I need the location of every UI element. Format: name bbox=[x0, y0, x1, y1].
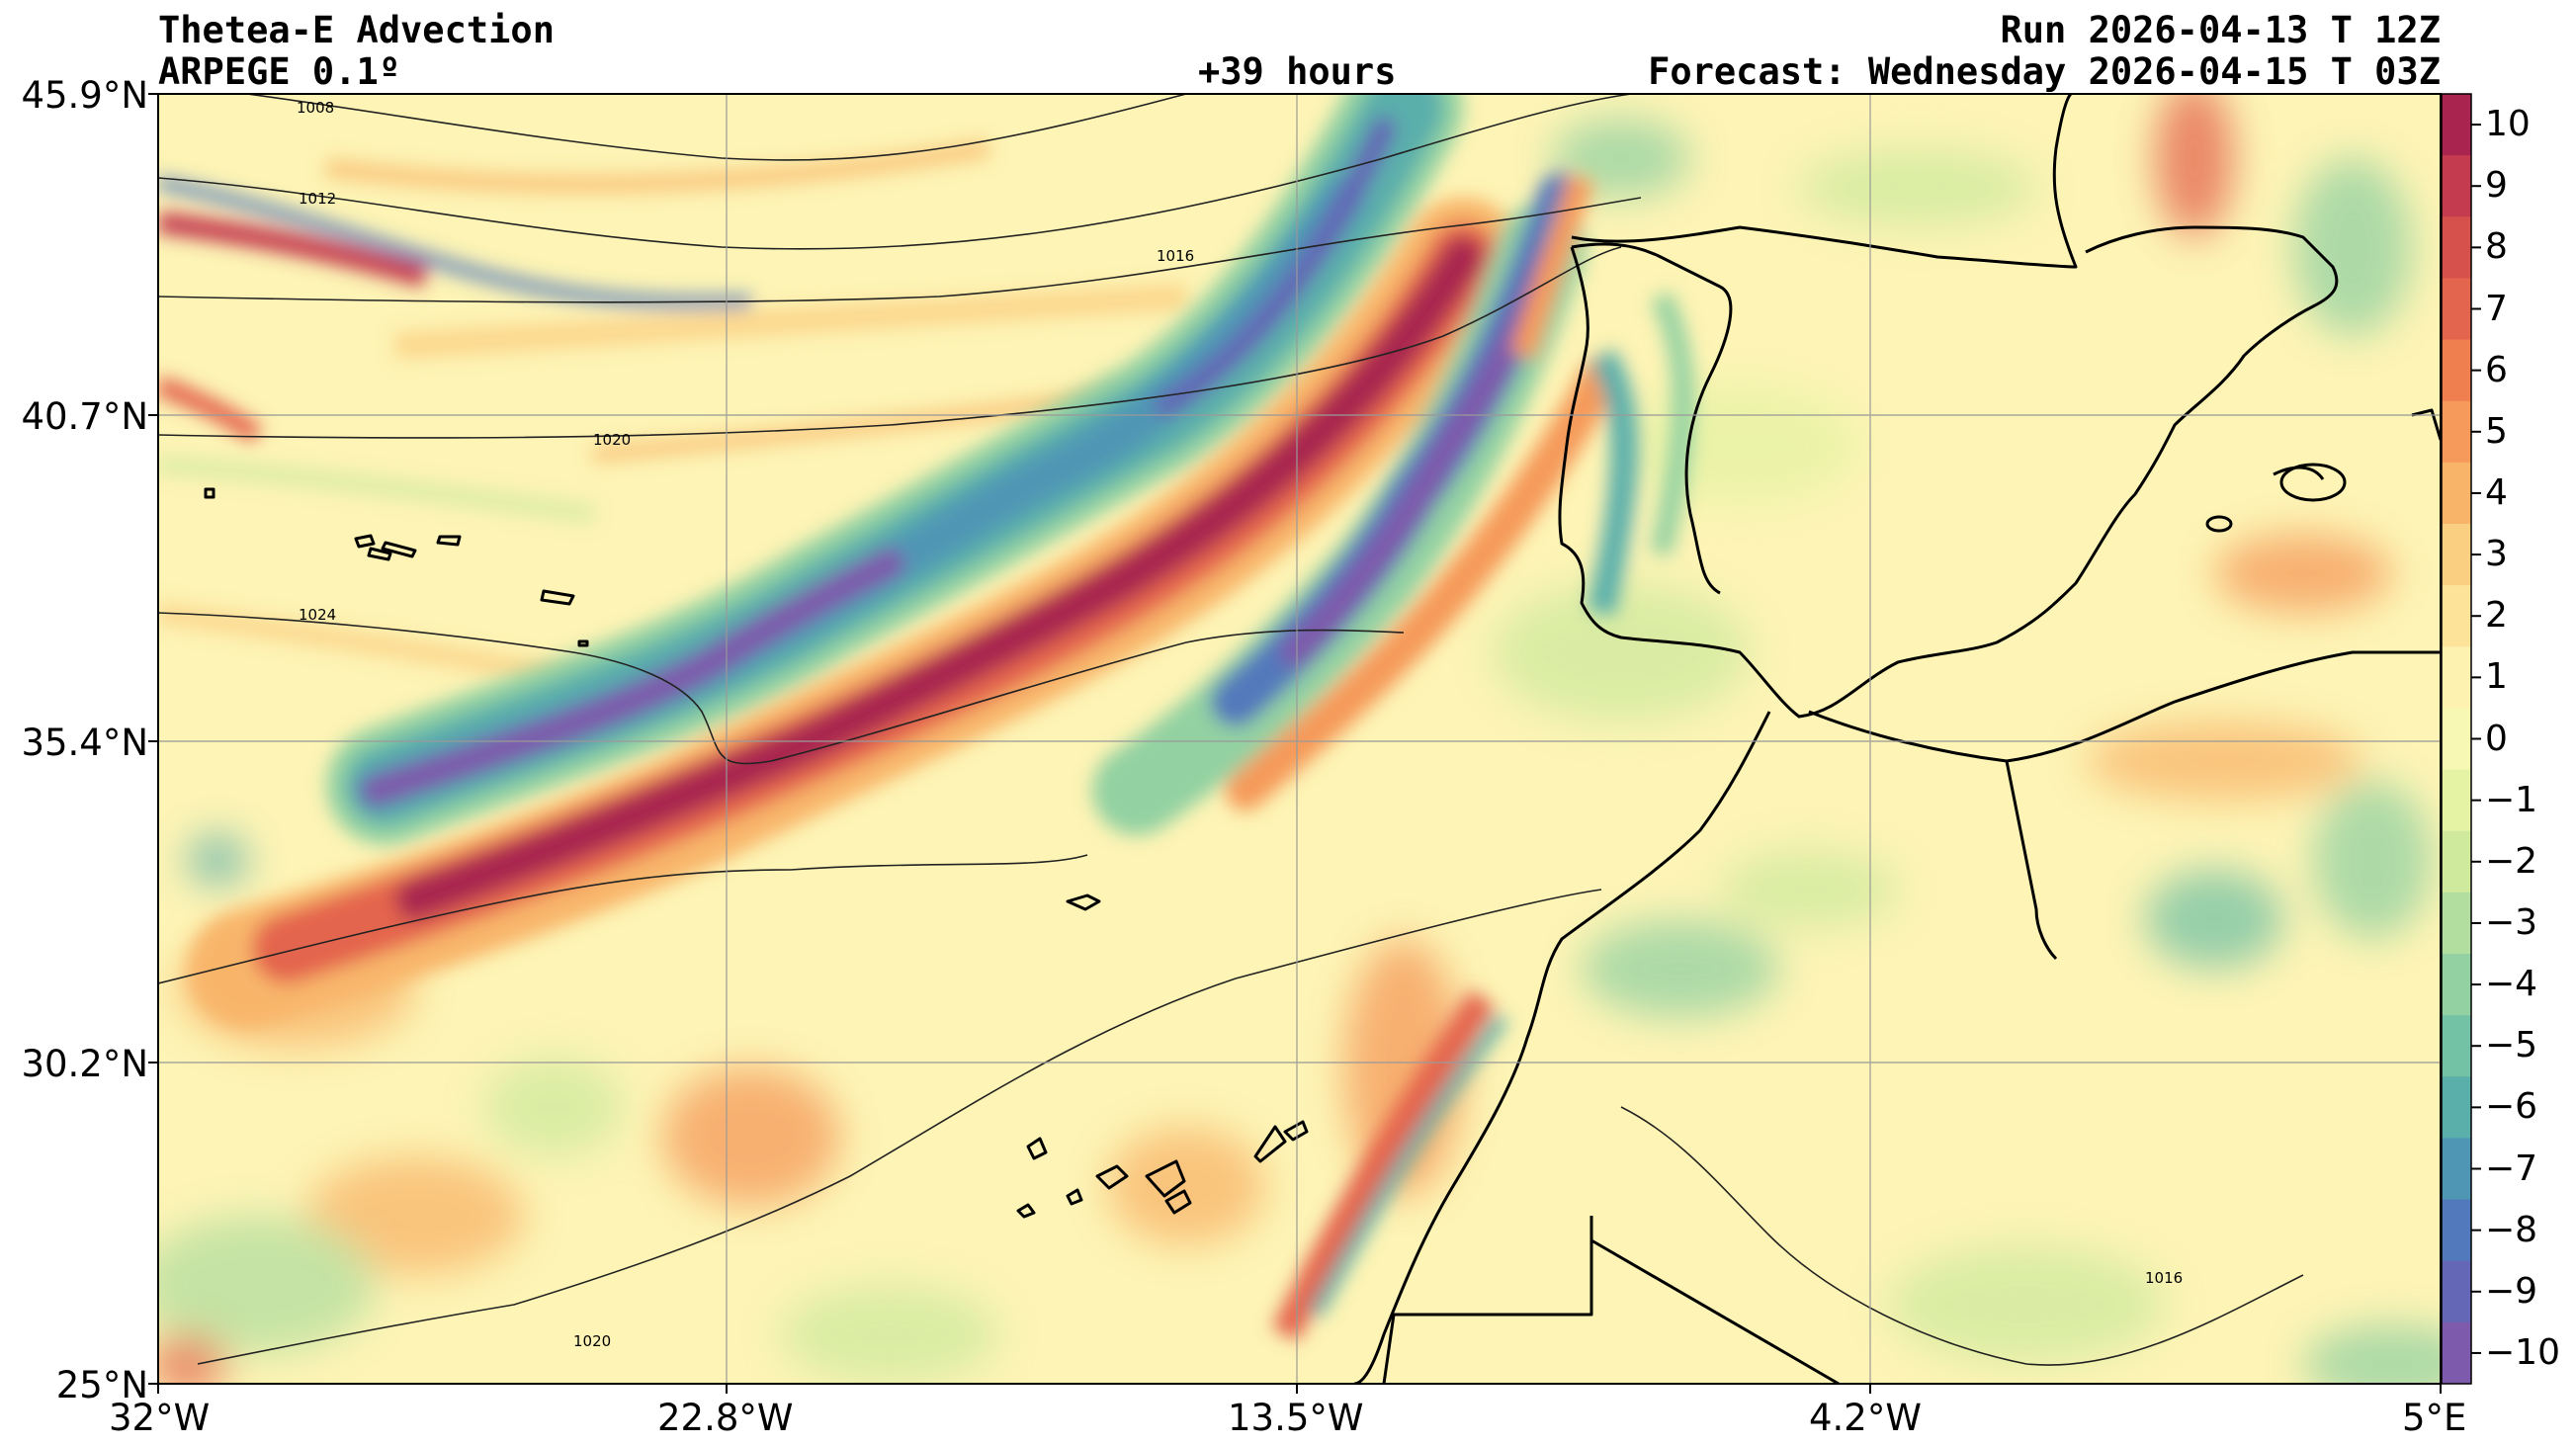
map-plot-area: 1008 1012 1016 1020 1024 1020 1016 bbox=[158, 94, 2441, 1384]
colorbar-tick-label: −8 bbox=[2485, 1209, 2538, 1250]
isobar-lines bbox=[158, 94, 2304, 1366]
colorbar-tick-label: 1 bbox=[2485, 656, 2508, 698]
colorbar-segment bbox=[2442, 216, 2471, 279]
colorbar-tick-label: 10 bbox=[2485, 104, 2531, 145]
colorbar-tick-label: −9 bbox=[2485, 1270, 2538, 1312]
colorbar-tick-label: 3 bbox=[2485, 534, 2508, 575]
axis-ticks bbox=[148, 93, 2442, 1394]
colorbar-tick-label: −10 bbox=[2485, 1331, 2560, 1373]
colorbar-tick-label: −4 bbox=[2485, 964, 2538, 1005]
lat-label-25: 25°N bbox=[55, 1364, 148, 1406]
colorbar-segment bbox=[2442, 1321, 2471, 1385]
lead-time: +39 hours bbox=[1198, 50, 1397, 93]
colorbar-tick-label: 9 bbox=[2485, 165, 2508, 207]
lon-label-5e: 5°E bbox=[2402, 1397, 2467, 1439]
colorbar-segment bbox=[2442, 954, 2471, 1016]
colorbar-tick-label: 5 bbox=[2485, 410, 2508, 452]
colorbar-tick-label: 6 bbox=[2485, 349, 2508, 390]
coastlines bbox=[204, 94, 2441, 1384]
colorbar-segment bbox=[2442, 94, 2471, 156]
colorbar-segment bbox=[2442, 1015, 2471, 1077]
coastline-iberia bbox=[1558, 225, 2339, 719]
colorbar-tick-label: 8 bbox=[2485, 226, 2508, 268]
colorbar-segment bbox=[2442, 646, 2471, 709]
coastline-balearic bbox=[2279, 463, 2347, 502]
colorbar-tick-label: −7 bbox=[2485, 1148, 2538, 1189]
coastline-north-africa bbox=[1353, 711, 1771, 1384]
colorbar-tick-label: 2 bbox=[2485, 595, 2508, 637]
colorbar-segment bbox=[2442, 708, 2471, 771]
colorbar-segment bbox=[2442, 278, 2471, 341]
colorbar-tick-label: −6 bbox=[2485, 1086, 2538, 1128]
colorbar-tick-label: 7 bbox=[2485, 288, 2508, 329]
colorbar-segment bbox=[2442, 769, 2471, 832]
colorbar-segment bbox=[2442, 830, 2471, 893]
colorbar-segment bbox=[2442, 585, 2471, 647]
colorbar-tick-label: −5 bbox=[2485, 1025, 2538, 1066]
lon-label-32w: 32°W bbox=[109, 1397, 211, 1439]
lat-lon-grid bbox=[158, 94, 2441, 1384]
colorbar-segment bbox=[2442, 1260, 2471, 1323]
lat-label-40-7: 40.7°N bbox=[21, 395, 148, 438]
colorbar-segment bbox=[2442, 400, 2471, 464]
model-label: ARPEGE 0.1º bbox=[158, 50, 401, 93]
run-label: Run 2026-04-13 T 12Z bbox=[2000, 9, 2441, 51]
isobar-label-1020: 1020 bbox=[593, 431, 631, 449]
colorbar-segment bbox=[2442, 462, 2471, 525]
isobar-label-1008: 1008 bbox=[297, 99, 334, 117]
colorbar-segment bbox=[2442, 1138, 2471, 1201]
lat-label-30-2: 30.2°N bbox=[21, 1043, 148, 1085]
colorbar-segment bbox=[2442, 155, 2471, 217]
colorbar-tick-label: 0 bbox=[2485, 718, 2508, 759]
colorbar-segment bbox=[2442, 524, 2471, 586]
colorbar-segment bbox=[2442, 1199, 2471, 1262]
colorbar-segment bbox=[2442, 1076, 2471, 1139]
lat-label-45-9: 45.9°N bbox=[21, 74, 148, 117]
coastline-france bbox=[1571, 94, 2078, 269]
isobar-label-1016-east: 1016 bbox=[2145, 1269, 2183, 1287]
isobar-labels: 1008 1012 1016 1020 1024 1020 1016 bbox=[297, 99, 2183, 1350]
lon-label-4-2w: 4.2°W bbox=[1809, 1397, 1922, 1439]
isobar-label-1012: 1012 bbox=[299, 190, 336, 208]
colorbar-segment bbox=[2442, 892, 2471, 955]
colorbar-segment bbox=[2442, 339, 2471, 402]
map-title: Thetea-E Advection bbox=[158, 9, 555, 51]
colorbar-tick-label: 4 bbox=[2485, 471, 2508, 513]
colorbar-frame bbox=[2441, 93, 2472, 1385]
colorbar bbox=[2442, 94, 2481, 1385]
colorbar-tick-label: −1 bbox=[2485, 779, 2538, 820]
isobar-label-1024: 1024 bbox=[299, 606, 336, 624]
map-frame bbox=[157, 93, 2442, 1385]
colorbar-tick-label: −2 bbox=[2485, 840, 2538, 882]
lon-label-13-5w: 13.5°W bbox=[1228, 1397, 1364, 1439]
lat-label-35-4: 35.4°N bbox=[21, 722, 148, 764]
lon-label-22-8w: 22.8°W bbox=[657, 1397, 794, 1439]
isobar-label-1020-south: 1020 bbox=[573, 1332, 611, 1350]
forecast-label: Forecast: Wednesday 2026-04-15 T 03Z bbox=[1648, 50, 2441, 93]
frontal-bands bbox=[188, 94, 1695, 1341]
colorbar-tick-label: −3 bbox=[2485, 901, 2538, 943]
isobar-label-1016: 1016 bbox=[1157, 247, 1194, 265]
